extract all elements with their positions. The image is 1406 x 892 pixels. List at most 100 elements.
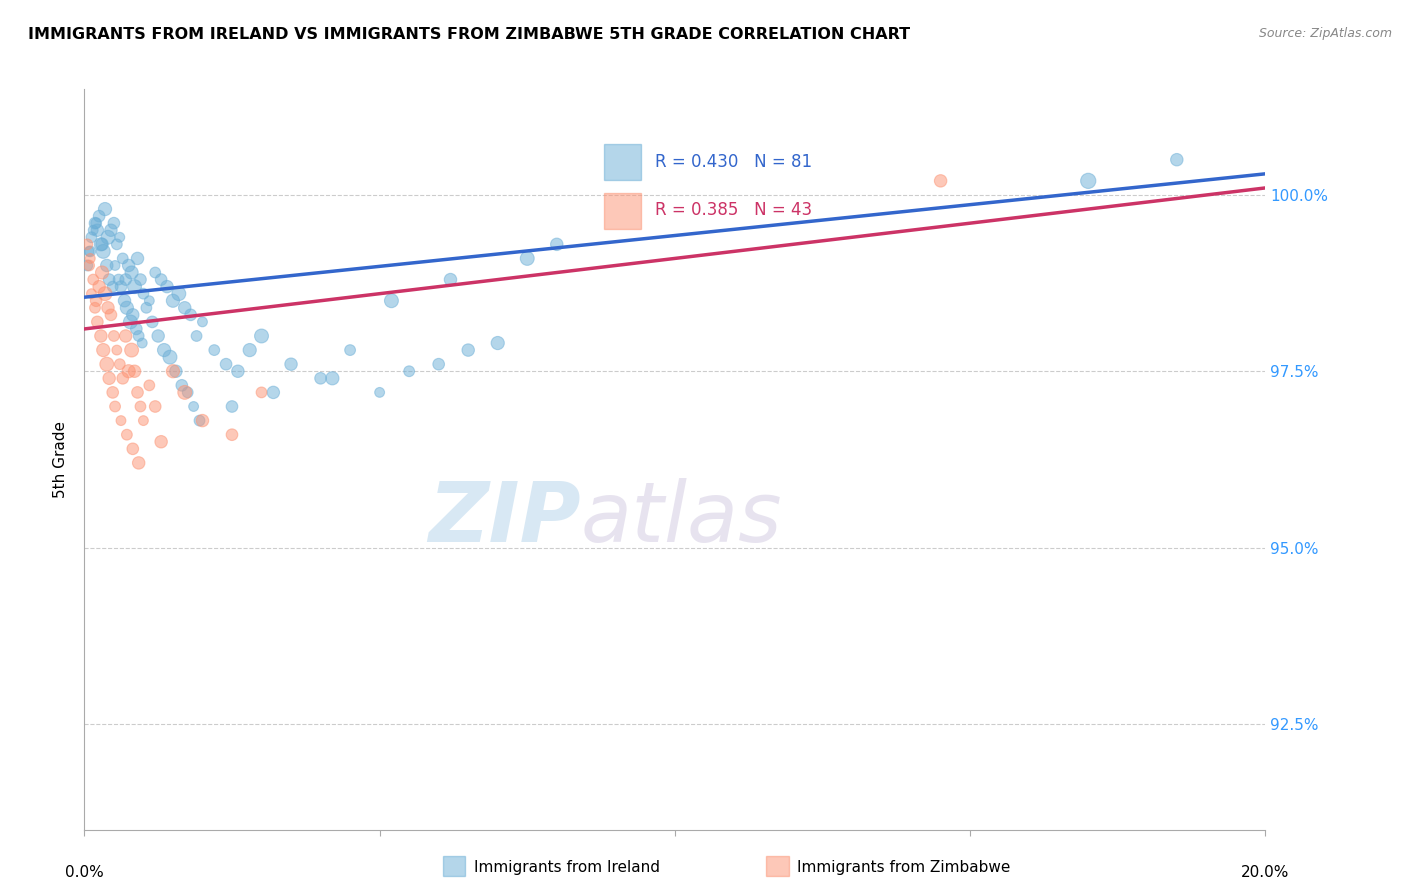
Point — [98, 272, 121, 286]
Point — [121, 308, 143, 322]
Point — [159, 350, 181, 364]
Point — [138, 378, 160, 392]
Point — [380, 293, 402, 308]
Point — [221, 400, 243, 414]
Point — [239, 343, 262, 357]
Point — [111, 371, 134, 385]
Point — [90, 329, 112, 343]
Point — [121, 266, 143, 280]
Point — [127, 385, 149, 400]
Point — [457, 343, 479, 357]
Point — [101, 385, 124, 400]
Point — [111, 252, 134, 266]
Text: atlas: atlas — [581, 478, 782, 559]
Point — [143, 400, 166, 414]
Point — [100, 223, 122, 237]
Point — [135, 301, 157, 315]
Point — [114, 272, 136, 286]
Point — [100, 308, 122, 322]
Point — [280, 357, 302, 371]
Point — [143, 266, 166, 280]
Point — [118, 364, 141, 378]
Point — [124, 279, 146, 293]
Point — [77, 259, 100, 273]
Point — [94, 202, 117, 216]
Point — [191, 315, 214, 329]
Point — [115, 301, 138, 315]
Point — [103, 216, 125, 230]
Point — [129, 272, 152, 286]
Point — [91, 244, 114, 259]
Point — [104, 400, 127, 414]
Y-axis label: 5th Grade: 5th Grade — [53, 421, 69, 498]
Point — [128, 456, 150, 470]
Point — [486, 336, 509, 351]
Point — [221, 427, 243, 442]
Point — [108, 357, 131, 371]
Point — [546, 237, 568, 252]
Point — [929, 174, 952, 188]
Point — [77, 244, 100, 259]
Point — [127, 252, 149, 266]
Point — [153, 343, 176, 357]
Point — [86, 315, 108, 329]
Point — [156, 279, 179, 293]
Point — [76, 259, 98, 273]
Point — [1166, 153, 1188, 167]
Point — [97, 301, 120, 315]
Point — [105, 237, 128, 252]
Point — [84, 301, 107, 315]
Point — [84, 216, 107, 230]
Point — [104, 259, 127, 273]
Text: Immigrants from Zimbabwe: Immigrants from Zimbabwe — [797, 860, 1011, 874]
Point — [103, 329, 125, 343]
Point — [138, 293, 160, 308]
Point — [162, 364, 184, 378]
Point — [91, 343, 114, 357]
Point — [202, 343, 225, 357]
Point — [150, 434, 173, 449]
Point — [79, 244, 101, 259]
Point — [309, 371, 332, 385]
Point — [250, 385, 273, 400]
Point — [162, 293, 184, 308]
Point — [188, 414, 211, 428]
Point — [101, 279, 124, 293]
Point — [177, 385, 200, 400]
Point — [97, 230, 120, 244]
Point — [398, 364, 420, 378]
Text: Source: ZipAtlas.com: Source: ZipAtlas.com — [1258, 27, 1392, 40]
Point — [226, 364, 249, 378]
Point — [114, 293, 136, 308]
Point — [94, 286, 117, 301]
Point — [80, 230, 103, 244]
Point — [368, 385, 391, 400]
Point — [96, 259, 118, 273]
Point — [98, 371, 121, 385]
Text: Immigrants from Ireland: Immigrants from Ireland — [474, 860, 659, 874]
Point — [128, 329, 150, 343]
Point — [132, 414, 155, 428]
Point — [170, 378, 193, 392]
Point — [173, 301, 195, 315]
Point — [180, 308, 202, 322]
Point — [121, 343, 143, 357]
Point — [82, 272, 104, 286]
Point — [1077, 174, 1099, 188]
Point — [141, 315, 163, 329]
Point — [84, 293, 107, 308]
Point — [215, 357, 238, 371]
Text: 20.0%: 20.0% — [1241, 865, 1289, 880]
Point — [96, 357, 118, 371]
Point — [90, 237, 112, 252]
Point — [84, 216, 107, 230]
Point — [105, 343, 128, 357]
Point — [516, 252, 538, 266]
Point — [167, 286, 190, 301]
Point — [262, 385, 284, 400]
Point — [186, 329, 208, 343]
Point — [173, 385, 195, 400]
Point — [120, 315, 142, 329]
Point — [89, 279, 111, 293]
Point — [148, 329, 170, 343]
